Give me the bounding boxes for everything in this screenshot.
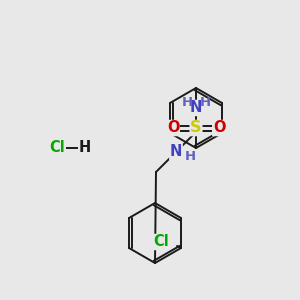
- Text: H: H: [184, 149, 196, 163]
- Text: Cl: Cl: [49, 140, 65, 155]
- Text: H: H: [79, 140, 91, 155]
- Text: Cl: Cl: [153, 235, 169, 250]
- Text: O: O: [213, 121, 225, 136]
- Text: N: N: [190, 100, 202, 116]
- Text: O: O: [167, 121, 179, 136]
- Text: H: H: [200, 95, 211, 109]
- Text: S: S: [190, 121, 202, 136]
- Text: H: H: [182, 95, 193, 109]
- Text: N: N: [170, 145, 182, 160]
